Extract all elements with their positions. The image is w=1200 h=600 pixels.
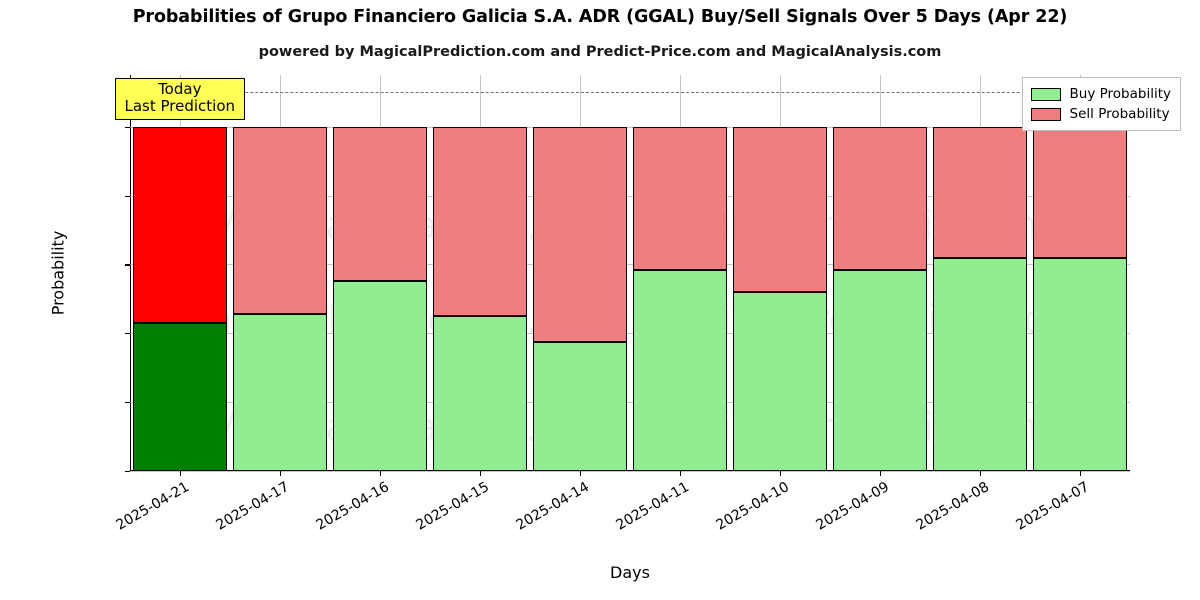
bar-segment-buy[interactable]	[732, 291, 828, 471]
x-tick-label: 2025-04-14	[513, 479, 592, 534]
legend-label-sell: Sell Probability	[1069, 106, 1170, 122]
x-tick-mark	[680, 471, 682, 476]
bar-segment-sell[interactable]	[1032, 126, 1128, 258]
x-tick-label: 2025-04-15	[413, 479, 492, 534]
bar-segment-buy[interactable]	[232, 314, 328, 471]
bar-segment-buy[interactable]	[332, 280, 428, 471]
legend-swatch-buy-icon	[1030, 87, 1061, 101]
bar-stack[interactable]	[132, 75, 228, 471]
bar-segment-buy[interactable]	[932, 257, 1028, 471]
gridline-y	[130, 333, 1130, 335]
bar-stack[interactable]	[432, 75, 528, 471]
bar-segment-sell[interactable]	[732, 126, 828, 292]
bar-segment-buy[interactable]	[532, 341, 628, 471]
bar-segment-buy[interactable]	[432, 316, 528, 471]
bar-stack[interactable]	[532, 75, 628, 471]
bar-segment-sell[interactable]	[332, 126, 428, 281]
y-axis-spine	[130, 75, 131, 471]
bar-segment-buy[interactable]	[132, 322, 228, 471]
threshold-line	[130, 92, 1130, 94]
bar-segment-buy[interactable]	[1032, 257, 1128, 471]
bar-stack[interactable]	[832, 75, 928, 471]
bar-segment-buy[interactable]	[632, 270, 728, 471]
bar-segment-sell[interactable]	[132, 126, 228, 323]
y-axis-label: Probability	[48, 230, 68, 316]
gridline-y	[130, 264, 1130, 266]
gridline-y	[130, 471, 1130, 472]
plot-area: MagicalAnalysis.com MagicalAnalysis.com M…	[49, 75, 1130, 582]
bar-segment-sell[interactable]	[532, 126, 628, 342]
x-tick-label: 2025-04-07	[1013, 479, 1092, 534]
x-tick-label: 2025-04-10	[713, 479, 792, 534]
gridline-y	[130, 126, 1130, 128]
y-tick-mark	[125, 126, 130, 128]
bar-segment-sell[interactable]	[232, 126, 328, 315]
legend-swatch-sell-icon	[1030, 107, 1061, 121]
x-tick-label: 2025-04-17	[213, 479, 292, 534]
y-tick-mark	[125, 264, 130, 266]
bar-segment-sell[interactable]	[932, 126, 1028, 258]
chart-subtitle: powered by MagicalPrediction.com and Pre…	[258, 44, 942, 60]
today-annotation-line1: Today	[158, 80, 202, 98]
bar-stack[interactable]	[1032, 75, 1128, 471]
bar-segment-buy[interactable]	[832, 270, 928, 471]
x-tick-mark	[480, 471, 482, 476]
gridline-y	[130, 195, 1130, 197]
x-tick-mark	[780, 471, 782, 476]
x-tick-mark	[880, 471, 882, 476]
legend-item-sell: Sell Probability	[1030, 104, 1171, 124]
x-tick-label: 2025-04-21	[113, 479, 192, 534]
x-tick-mark	[380, 471, 382, 476]
y-tick-mark	[125, 471, 130, 473]
chart-title: Probabilities of Grupo Financiero Galici…	[132, 7, 1068, 27]
x-axis-label: Days	[610, 563, 650, 582]
bar-segment-sell[interactable]	[632, 126, 728, 271]
x-tick-mark	[580, 471, 582, 476]
bar-stack[interactable]	[332, 75, 428, 471]
gridline-y	[130, 402, 1130, 404]
y-tick-mark	[125, 195, 130, 197]
chart-legend: Buy Probability Sell Probability	[1021, 77, 1181, 131]
x-axis-spine	[130, 469, 1130, 471]
legend-label-buy: Buy Probability	[1069, 86, 1171, 102]
x-tick-label: 2025-04-08	[913, 479, 992, 534]
bar-stack[interactable]	[632, 75, 728, 471]
x-tick-mark	[180, 471, 182, 476]
y-tick-mark	[125, 333, 130, 335]
x-tick-mark	[280, 471, 282, 476]
legend-item-buy: Buy Probability	[1030, 84, 1171, 104]
bar-segment-sell[interactable]	[432, 126, 528, 317]
x-tick-label: 2025-04-11	[613, 479, 692, 534]
x-tick-mark	[1080, 471, 1082, 476]
bar-stack[interactable]	[232, 75, 328, 471]
bar-segment-sell[interactable]	[832, 126, 928, 271]
x-tick-mark	[980, 471, 982, 476]
today-annotation-line2: Last Prediction	[124, 96, 236, 115]
y-tick-mark	[125, 402, 130, 404]
x-tick-label: 2025-04-16	[313, 479, 392, 534]
x-tick-label: 2025-04-09	[813, 479, 892, 534]
today-annotation: Today Last Prediction	[114, 78, 246, 120]
bar-stack[interactable]	[732, 75, 828, 471]
bar-stack[interactable]	[932, 75, 1028, 471]
